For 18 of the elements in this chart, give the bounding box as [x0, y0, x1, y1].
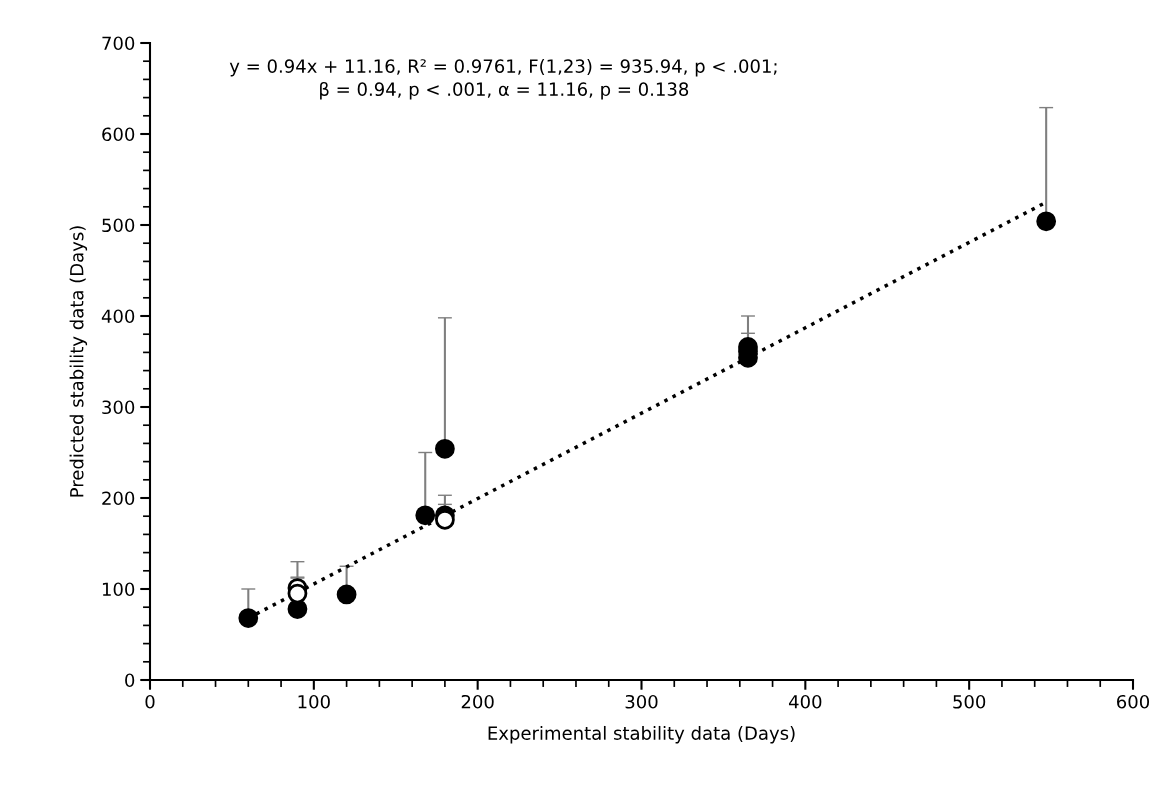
y-tick-label: 500	[102, 218, 135, 233]
x-tick-label: 500	[953, 694, 986, 709]
y-tick-label: 700	[102, 36, 135, 51]
x-tick-label: 300	[625, 694, 658, 709]
y-axis-title: Predicted stability data (Days)	[69, 226, 88, 497]
y-tick-label: 300	[102, 400, 135, 415]
x-tick-label: 400	[788, 694, 822, 709]
x-tick-label: 200	[461, 694, 494, 709]
x-tick-label: 100	[298, 694, 330, 709]
y-tick-label: 400	[101, 309, 135, 324]
x-axis-title: Experimental stability data (Days)	[488, 725, 795, 744]
y-tick-label: 100	[102, 582, 135, 597]
y-tick-label: 200	[102, 491, 135, 506]
annotation: y = 0.94x + 11.16, R² = 0.9761, F(1,23) = 935.94, p < .001; β = 0.94, p < .001, α = 11.16, p = 0.138	[229, 58, 777, 100]
y-tick-label: 600	[102, 127, 135, 142]
y-tick-label: 0	[125, 673, 135, 688]
x-tick-label: 0	[145, 694, 155, 709]
x-tick-label: 600	[1117, 694, 1150, 709]
